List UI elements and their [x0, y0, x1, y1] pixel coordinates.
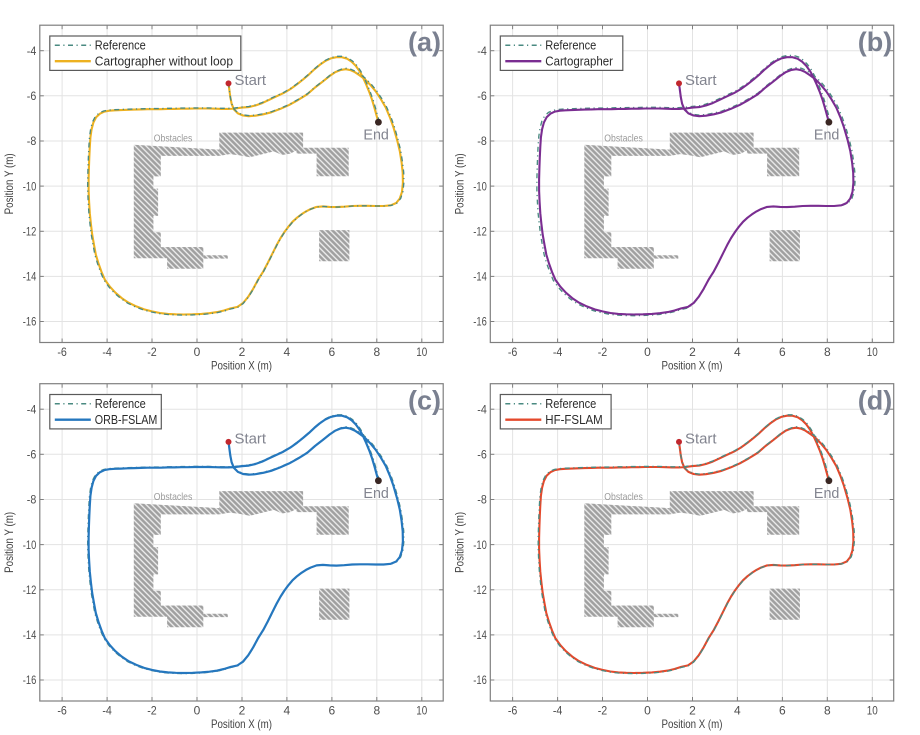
svg-text:0: 0 [194, 345, 201, 359]
svg-text:ORB-FSLAM: ORB-FSLAM [95, 412, 158, 427]
svg-text:-16: -16 [473, 315, 487, 329]
svg-text:-10: -10 [23, 179, 37, 193]
svg-text:6: 6 [779, 704, 786, 718]
svg-text:-8: -8 [27, 493, 37, 507]
svg-text:(c): (c) [408, 386, 441, 416]
svg-text:0: 0 [194, 704, 201, 718]
svg-text:End: End [814, 128, 840, 144]
svg-text:Obstacles: Obstacles [154, 491, 193, 503]
svg-text:Position X (m): Position X (m) [211, 359, 272, 373]
svg-text:-4: -4 [102, 345, 112, 359]
svg-text:10: 10 [867, 704, 878, 718]
svg-text:10: 10 [416, 345, 427, 359]
svg-text:-4: -4 [553, 345, 563, 359]
svg-text:2: 2 [239, 704, 246, 718]
svg-text:Obstacles: Obstacles [604, 132, 643, 144]
svg-text:-14: -14 [473, 628, 487, 642]
svg-text:Position Y (m): Position Y (m) [2, 153, 16, 214]
svg-text:4: 4 [284, 345, 291, 359]
svg-text:-2: -2 [147, 704, 157, 718]
svg-text:Start: Start [235, 73, 267, 89]
svg-text:-2: -2 [147, 345, 157, 359]
svg-text:-12: -12 [473, 583, 487, 597]
svg-text:Position Y (m): Position Y (m) [453, 153, 467, 214]
svg-text:10: 10 [416, 704, 427, 718]
svg-text:-12: -12 [23, 583, 37, 597]
svg-text:0: 0 [644, 345, 651, 359]
svg-text:-8: -8 [477, 134, 487, 148]
svg-text:-6: -6 [57, 345, 67, 359]
svg-text:4: 4 [734, 345, 741, 359]
svg-text:-4: -4 [27, 402, 37, 416]
svg-text:-6: -6 [508, 345, 518, 359]
svg-text:6: 6 [329, 704, 336, 718]
svg-text:End: End [363, 486, 389, 502]
svg-text:Position X (m): Position X (m) [662, 359, 723, 373]
svg-text:-12: -12 [473, 225, 487, 239]
svg-text:Position X (m): Position X (m) [662, 717, 723, 731]
svg-text:Position X (m): Position X (m) [211, 717, 272, 731]
svg-text:-14: -14 [473, 270, 487, 284]
svg-text:(a): (a) [408, 27, 441, 57]
svg-text:Position Y (m): Position Y (m) [2, 512, 16, 573]
svg-text:Cartographer without loop: Cartographer without loop [95, 54, 233, 69]
svg-text:-16: -16 [473, 673, 487, 687]
svg-text:Cartographer: Cartographer [545, 54, 613, 69]
svg-text:Reference: Reference [95, 396, 146, 411]
svg-text:-12: -12 [23, 225, 37, 239]
svg-text:0: 0 [644, 704, 651, 718]
svg-text:Start: Start [685, 73, 717, 89]
svg-text:6: 6 [329, 345, 336, 359]
svg-text:Obstacles: Obstacles [154, 132, 193, 144]
svg-text:-4: -4 [27, 44, 37, 58]
svg-text:-10: -10 [473, 538, 487, 552]
svg-text:-6: -6 [27, 448, 37, 462]
svg-text:-16: -16 [23, 673, 37, 687]
svg-text:(d): (d) [858, 386, 892, 416]
svg-text:-4: -4 [102, 704, 112, 718]
svg-text:Position Y (m): Position Y (m) [453, 512, 467, 573]
svg-text:-4: -4 [553, 704, 563, 718]
svg-text:End: End [814, 486, 840, 502]
svg-text:2: 2 [689, 345, 696, 359]
svg-text:4: 4 [284, 704, 291, 718]
svg-text:8: 8 [824, 345, 831, 359]
svg-text:HF-FSLAM: HF-FSLAM [545, 412, 602, 427]
svg-text:End: End [363, 128, 389, 144]
svg-text:Reference: Reference [95, 38, 146, 53]
svg-text:-14: -14 [23, 628, 37, 642]
svg-text:-6: -6 [477, 448, 487, 462]
svg-text:-2: -2 [598, 345, 608, 359]
svg-text:6: 6 [779, 345, 786, 359]
svg-text:Obstacles: Obstacles [604, 491, 643, 503]
svg-text:-6: -6 [27, 89, 37, 103]
svg-text:-2: -2 [598, 704, 608, 718]
svg-text:8: 8 [824, 704, 831, 718]
svg-text:-6: -6 [477, 89, 487, 103]
svg-text:2: 2 [689, 704, 696, 718]
svg-text:Reference: Reference [545, 396, 596, 411]
svg-text:-4: -4 [477, 44, 487, 58]
svg-text:8: 8 [373, 704, 380, 718]
svg-text:-8: -8 [477, 493, 487, 507]
svg-text:-4: -4 [477, 402, 487, 416]
svg-text:-8: -8 [27, 134, 37, 148]
svg-text:-14: -14 [23, 270, 37, 284]
svg-text:-6: -6 [508, 704, 518, 718]
svg-text:-10: -10 [23, 538, 37, 552]
svg-text:-6: -6 [57, 704, 67, 718]
svg-text:-10: -10 [473, 179, 487, 193]
svg-text:4: 4 [734, 704, 741, 718]
svg-text:Start: Start [685, 431, 717, 447]
svg-text:2: 2 [239, 345, 246, 359]
svg-text:Reference: Reference [545, 38, 596, 53]
svg-text:10: 10 [867, 345, 878, 359]
svg-text:(b): (b) [858, 27, 892, 57]
svg-text:8: 8 [373, 345, 380, 359]
svg-text:Start: Start [235, 431, 267, 447]
svg-text:-16: -16 [23, 315, 37, 329]
